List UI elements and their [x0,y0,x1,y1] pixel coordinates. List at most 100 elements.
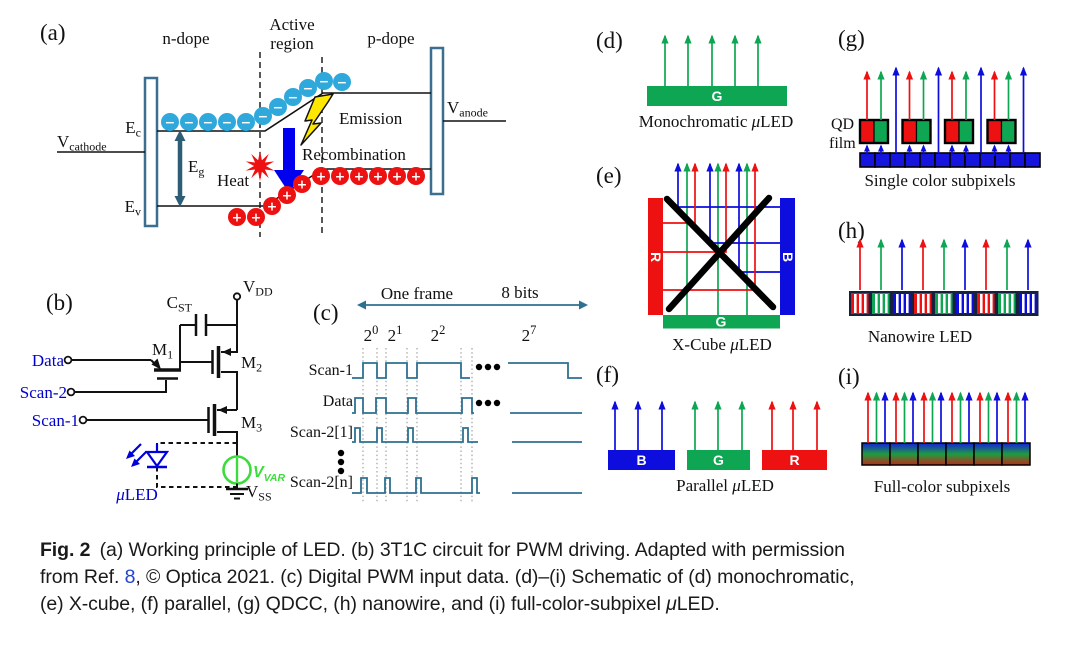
reference-link[interactable]: 8 [124,566,136,588]
nanowire-stripe [875,294,878,313]
row-label-data: Data [323,393,353,410]
electron-icon-symbol: − [288,90,298,105]
row-label-scan2-1: Scan-2[1] [290,424,353,441]
panel-d-tag: (d) [596,28,623,53]
hole-icon-symbol: + [232,210,242,225]
fullcolor-block [1001,442,1031,466]
qd-film-label-2: film [829,135,856,152]
light-arrow-head [691,400,699,410]
waveform [352,362,470,379]
timing-waveforms [352,362,582,494]
nanowire-stripe [943,294,946,313]
light-arrow-head [751,162,759,172]
hole-carriers: + + + + + + + + + + + [228,167,425,226]
electron-icon [180,113,198,131]
panel-f-emission-arrows [611,400,821,450]
m1-label: M1 [152,340,173,362]
panel-d-emission-arrows [661,34,762,86]
red-led-bar [648,198,663,315]
light-arrow-head [863,70,871,80]
hole-icon-symbol: + [251,210,261,225]
hole-icon [228,208,246,226]
nanowire-stripe [948,294,951,313]
blue-subpixel [964,152,981,168]
nanowire-stripe [1027,294,1030,313]
nanowire-stripe [854,294,857,313]
anode-electrode [429,46,445,196]
panel-h-emission-arrows [856,238,1032,290]
panel-c-tag: (c) [313,300,339,325]
hole-icon [263,197,281,215]
fullcolor-block [889,442,919,466]
light-arrow-head [1004,391,1012,401]
light-arrow-head [684,34,692,44]
waveform [508,362,582,379]
panel-d-monochromatic-uled: (d) G Monochromatic μLED [596,28,793,131]
caption-line-3: (e) X-cube, (f) parallel, (g) QDCC, (h) … [40,593,720,615]
panel-e-title: X-Cube μLED [672,335,772,354]
green-qd-patch [958,119,974,144]
nanowire-stripe [906,294,909,313]
red-bar-label: R [648,252,664,262]
hole-icon-symbol: + [282,188,292,203]
one-frame-label: One frame [381,284,453,303]
fullcolor-block [945,442,975,466]
caption-line-1: Fig. 2 (a) Working principle of LED. (b)… [40,539,845,561]
row-label-scan2-n: Scan-2[n] [290,474,353,491]
nanowire-blocks [849,291,1039,316]
ellipsis-dot [337,458,345,466]
ellipsis-dot [337,467,345,475]
emission-lightning-icon [300,93,334,146]
green-led-bar [663,315,780,329]
nanowire-stripe [927,294,930,313]
light-arrow-head [961,238,969,248]
cst-label: CST [167,293,193,315]
vdd-label: VDD [243,277,273,299]
light-arrow-head [892,391,900,401]
m1-current-arrow-icon [151,358,161,370]
p-dope-label: p-dope [367,29,414,48]
electron-icon-symbol: − [241,115,251,130]
qd-film-label-1: QD [831,116,854,133]
hole-icon [350,167,368,185]
panel-g-title: Single color subpixels [864,171,1015,190]
qd-patch-frame [901,118,932,145]
recombination-arrow [274,128,304,193]
light-arrow-head [928,391,937,401]
nanowire-stripe [917,294,920,313]
m2-current-arrow-icon [222,348,231,356]
light-arrow-head [661,34,669,44]
panel-d-title: Monochromatic μLED [639,112,793,131]
light-arrow-head [991,144,998,152]
led-branch-dashed-box [156,442,237,488]
nanowire-stripe [964,294,967,313]
electron-icon-symbol: − [273,100,283,115]
fullcolor-blocks [861,442,1031,466]
conduction-band-line [157,92,431,132]
panel-h-nanowire-led: (h) Nanowire LED [838,218,1039,346]
light-arrow-head [963,144,969,152]
qd-patch-frame [943,118,975,145]
light-arrow-head [898,238,906,248]
nanowire-stripe [864,294,867,313]
electron-icon-symbol: − [258,109,268,124]
ellipsis-dot [337,449,345,457]
nanowire-stripe [1006,294,1009,313]
light-arrow-head [977,66,985,76]
scan2-label: Scan-2 [20,383,67,402]
light-arrow-head [905,70,914,80]
red-qd-patch [944,119,960,144]
scan1-label: Scan-1 [32,411,79,430]
red-qd-patch [859,119,875,144]
uled-label: μLED [115,485,158,504]
hole-icon-symbol: + [297,177,307,192]
led-bar-label: R [789,452,799,468]
blue-led-bar [780,198,795,315]
m3-source-wire [217,431,238,457]
nanowire-stripe [885,294,888,313]
green-bar-label: G [712,88,723,104]
light-arrow-head [919,238,927,248]
light-arrow-head [1012,391,1021,401]
blue-subpixel [979,152,996,168]
